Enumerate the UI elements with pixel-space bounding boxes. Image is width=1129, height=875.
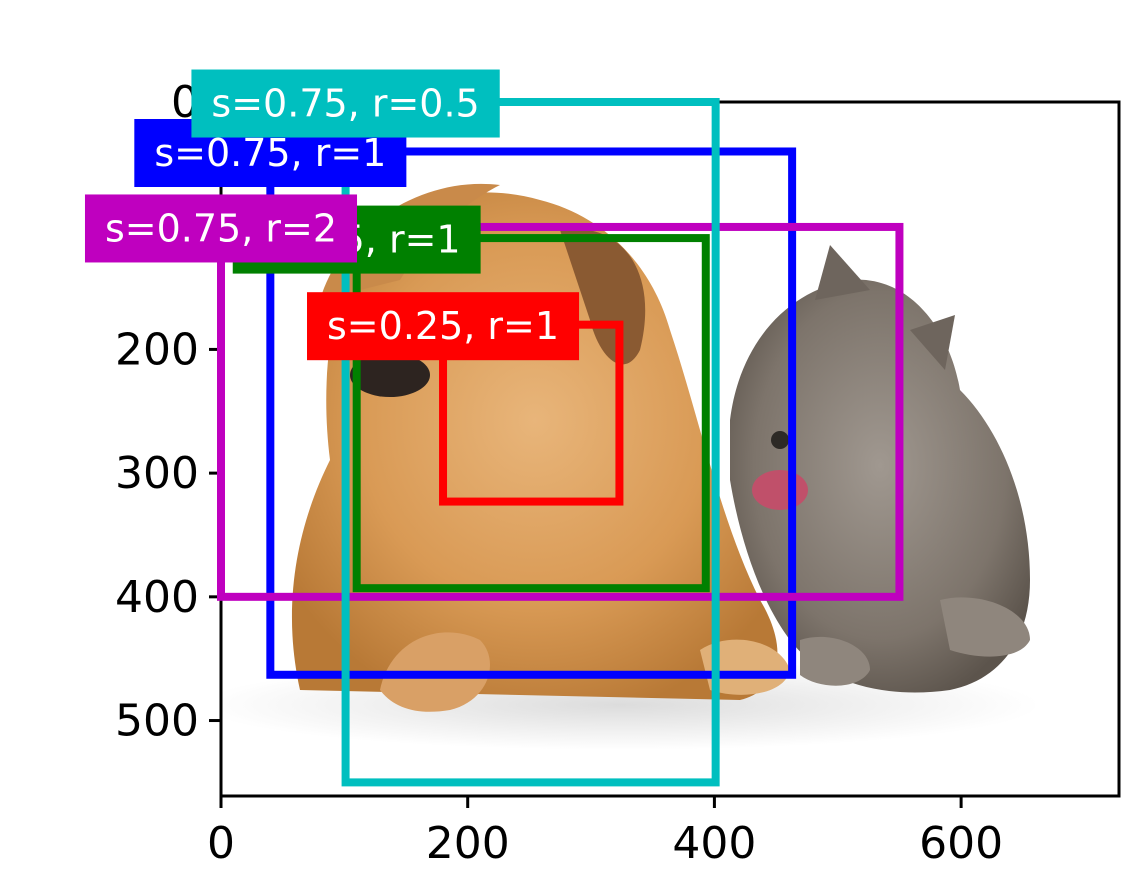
anchor-box-label: s=0.75, r=1 <box>134 119 407 188</box>
anchor-box-label-bg <box>84 194 358 263</box>
anchor-box-label: s=0.75, r=0.5 <box>191 69 500 138</box>
y-tick-label: 400 <box>115 572 199 623</box>
x-axis: 0 200 400 600 <box>207 796 1003 869</box>
anchor-box-label: s=0.25, r=1 <box>307 292 580 361</box>
anchor-box-label-text: s=0.25, r=1 <box>327 304 559 348</box>
anchor-box-label-text: s=0.75, r=2 <box>105 206 337 250</box>
anchor-box-rect <box>266 147 797 679</box>
anchor-box-rect <box>352 234 710 593</box>
y-tick-label: 300 <box>115 448 199 499</box>
y-tick-label: 200 <box>115 324 199 375</box>
y-tick-label: 500 <box>115 696 199 747</box>
x-tick-label: 200 <box>426 818 510 869</box>
anchor-box-rect <box>341 98 720 787</box>
x-tick-label: 600 <box>919 818 1003 869</box>
anchor-boxes: s=0.75, r=1s=0.5, r=1s=0.25, r=1s=0.75, … <box>84 69 904 787</box>
anchor-box-rect <box>217 222 904 601</box>
anchor-box-label-bg <box>307 292 580 361</box>
anchor-box-label-text: s=0.75, r=1 <box>154 131 386 175</box>
anchor-box-label: s=0.75, r=2 <box>84 194 358 263</box>
anchor-box-label-bg <box>191 69 500 138</box>
anchor-box-label-text: s=0.75, r=0.5 <box>211 82 479 126</box>
x-tick-label: 0 <box>207 818 235 869</box>
x-tick-label: 400 <box>672 818 756 869</box>
